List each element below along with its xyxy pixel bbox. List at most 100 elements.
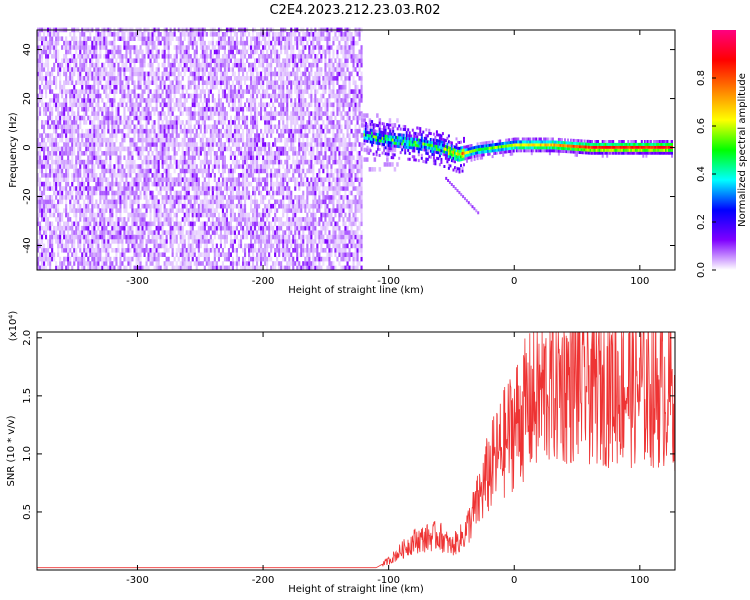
heatmap-cell	[39, 164, 42, 169]
heatmap-cell	[177, 195, 180, 200]
heatmap-cell	[133, 128, 136, 134]
heatmap-cell	[221, 54, 224, 59]
heatmap-cell	[101, 261, 104, 266]
heatmap-cell	[274, 265, 277, 271]
heatmap-cell	[151, 173, 154, 178]
heatmap-cell	[217, 186, 220, 191]
heatmap-cell	[272, 111, 275, 116]
heatmap-cell	[250, 133, 253, 138]
heatmap-cell	[264, 252, 267, 257]
heatmap-cell	[57, 203, 60, 209]
heatmap-cell	[59, 76, 62, 81]
heatmap-cell	[248, 190, 251, 196]
heatmap-cell	[215, 243, 218, 249]
heatmap-cell	[252, 190, 255, 196]
heatmap-cell	[119, 234, 122, 240]
heatmap-cell	[262, 155, 265, 160]
heatmap-cell	[143, 137, 146, 143]
heatmap-cell	[133, 217, 136, 222]
heatmap-cell	[217, 159, 220, 165]
heatmap-cell	[89, 102, 92, 108]
heatmap-cell	[213, 265, 216, 271]
heatmap-cell	[145, 137, 148, 143]
heatmap-cell	[163, 168, 166, 174]
heatmap-cell	[91, 217, 94, 222]
heatmap-cell	[85, 80, 88, 85]
heatmap-cell	[39, 133, 42, 138]
heatmap-cell	[47, 80, 50, 85]
heatmap-cell	[189, 111, 192, 116]
heatmap-cell	[223, 142, 226, 147]
heatmap-cell	[240, 217, 243, 222]
heatmap-cell	[145, 261, 148, 266]
heatmap-cell	[173, 159, 176, 165]
heatmap-cell	[95, 137, 98, 143]
heatmap-cell	[260, 111, 263, 116]
heatmap-cell	[276, 186, 279, 191]
heatmap-cell	[221, 164, 224, 169]
heatmap-cell	[133, 252, 136, 257]
heatmap-cell	[237, 49, 240, 55]
heatmap-cell	[252, 67, 255, 72]
heatmap-cell	[113, 133, 116, 138]
heatmap-cell	[67, 243, 70, 249]
heatmap-cell	[187, 190, 190, 196]
heatmap-cell	[73, 146, 76, 152]
heatmap-cell	[139, 212, 142, 218]
heatmap-cell	[215, 159, 218, 165]
heatmap-cell	[221, 102, 224, 108]
heatmap-cell	[145, 146, 148, 152]
heatmap-cell	[197, 71, 200, 77]
heatmap-cell	[119, 177, 122, 182]
heatmap-cell	[191, 252, 194, 257]
heatmap-cell	[258, 177, 261, 182]
heatmap-cell	[175, 49, 178, 55]
heatmap-cell	[270, 93, 273, 99]
heatmap-cell	[37, 49, 40, 55]
heatmap-cell	[105, 102, 108, 108]
heatmap-cell	[268, 67, 271, 72]
heatmap-cell	[79, 212, 82, 218]
heatmap-cell	[233, 164, 236, 169]
heatmap-cell	[191, 212, 194, 218]
heatmap-cell	[264, 248, 267, 253]
heatmap-cell	[183, 128, 186, 134]
heatmap-cell	[193, 111, 196, 116]
heatmap-cell	[248, 54, 251, 59]
heatmap-cell	[149, 80, 152, 85]
heatmap-cell	[217, 89, 220, 94]
heatmap-cell	[85, 164, 88, 169]
heatmap-cell	[169, 102, 172, 108]
heatmap-cell	[165, 146, 168, 152]
heatmap-cell	[201, 212, 204, 218]
heatmap-cell	[67, 67, 70, 72]
heatmap-cell	[153, 106, 156, 112]
heatmap-cell	[231, 199, 234, 205]
heatmap-cell	[250, 181, 253, 187]
heatmap-cell	[242, 40, 245, 46]
heatmap-cell	[189, 67, 192, 72]
heatmap-cell	[109, 234, 112, 240]
heatmap-cell	[211, 186, 214, 191]
heatmap-cell	[183, 102, 186, 108]
heatmap-cell	[115, 208, 118, 213]
heatmap-cell	[163, 36, 166, 41]
heatmap-cell	[103, 212, 106, 218]
heatmap-cell	[67, 252, 70, 257]
heatmap-cell	[260, 80, 263, 85]
heatmap-cell	[59, 256, 62, 262]
heatmap-cell	[272, 151, 275, 156]
heatmap-cell	[91, 93, 94, 99]
heatmap-cell	[237, 181, 240, 187]
heatmap-cell	[39, 190, 42, 196]
heatmap-cell	[39, 221, 42, 227]
heatmap-cell	[99, 40, 102, 46]
heatmap-cell	[185, 111, 188, 116]
heatmap-cell	[225, 40, 228, 46]
heatmap-cell	[105, 208, 108, 213]
heatmap-cell	[153, 45, 156, 50]
heatmap-cell	[157, 164, 160, 169]
heatmap-cell	[183, 243, 186, 249]
heatmap-cell	[189, 159, 192, 165]
